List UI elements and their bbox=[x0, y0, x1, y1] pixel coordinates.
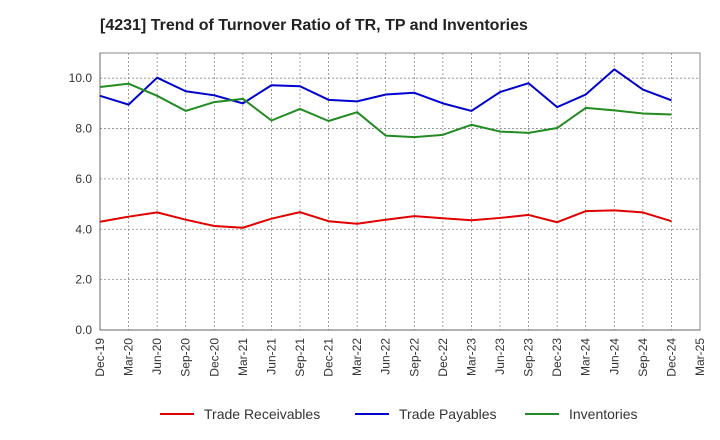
legend-label: Inventories bbox=[569, 406, 637, 422]
x-tick-labels: Dec-19 Mar-20 Jun-20 Sep-20 Dec-20 Mar-21 Jun-… bbox=[93, 338, 707, 377]
x-tick-label: Mar-21 bbox=[236, 338, 250, 376]
series-lines bbox=[99, 68, 672, 229]
x-tick-label: Mar-20 bbox=[122, 338, 136, 376]
legend-label: Trade Payables bbox=[399, 406, 497, 422]
y-tick-label: 10.0 bbox=[69, 71, 93, 85]
legend: Trade Receivables Trade Payables Inventori… bbox=[160, 406, 637, 422]
x-tick-label: Mar-24 bbox=[579, 338, 593, 376]
x-tick-label: Mar-23 bbox=[464, 338, 478, 376]
y-tick-label: 8.0 bbox=[75, 122, 92, 136]
y-tick-label: 2.0 bbox=[75, 273, 92, 287]
axes bbox=[99, 52, 701, 331]
x-tick-label: Mar-25 bbox=[693, 338, 707, 376]
series-line-trade-payables bbox=[99, 68, 672, 112]
x-tick-label: Dec-20 bbox=[207, 338, 221, 377]
x-tick-label: Sep-23 bbox=[522, 338, 536, 377]
series-line-inventories bbox=[99, 82, 672, 139]
x-tick-label: Jun-24 bbox=[607, 338, 621, 375]
x-tick-label: Dec-24 bbox=[664, 338, 678, 377]
series-line-trade-receivables bbox=[99, 209, 672, 229]
grid bbox=[100, 53, 700, 330]
y-tick-label: 4.0 bbox=[75, 222, 92, 236]
x-tick-label: Jun-21 bbox=[264, 338, 278, 375]
x-tick-label: Sep-20 bbox=[179, 338, 193, 377]
x-tick-label: Jun-23 bbox=[493, 338, 507, 375]
x-tick-label: Sep-22 bbox=[407, 338, 421, 377]
x-tick-label: Sep-24 bbox=[636, 338, 650, 377]
x-tick-label: Dec-22 bbox=[436, 338, 450, 377]
x-tick-label: Dec-21 bbox=[322, 338, 336, 377]
chart-title: [4231] Trend of Turnover Ratio of TR, TP… bbox=[100, 17, 528, 34]
y-tick-label: 0.0 bbox=[75, 323, 92, 337]
x-tick-label: Jun-22 bbox=[379, 338, 393, 375]
legend-label: Trade Receivables bbox=[204, 406, 320, 422]
x-tick-label: Mar-22 bbox=[350, 338, 364, 376]
x-tick-label: Dec-19 bbox=[93, 338, 107, 377]
y-tick-labels: 0.0 2.0 4.0 6.0 8.0 10.0 bbox=[69, 71, 93, 337]
y-tick-label: 6.0 bbox=[75, 172, 92, 186]
x-tick-label: Jun-20 bbox=[150, 338, 164, 375]
x-tick-label: Dec-23 bbox=[550, 338, 564, 377]
x-tick-label: Sep-21 bbox=[293, 338, 307, 377]
